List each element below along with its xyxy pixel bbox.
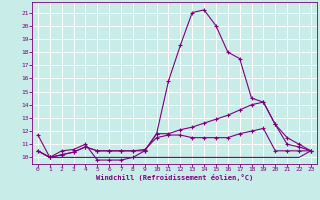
X-axis label: Windchill (Refroidissement éolien,°C): Windchill (Refroidissement éolien,°C) bbox=[96, 174, 253, 181]
